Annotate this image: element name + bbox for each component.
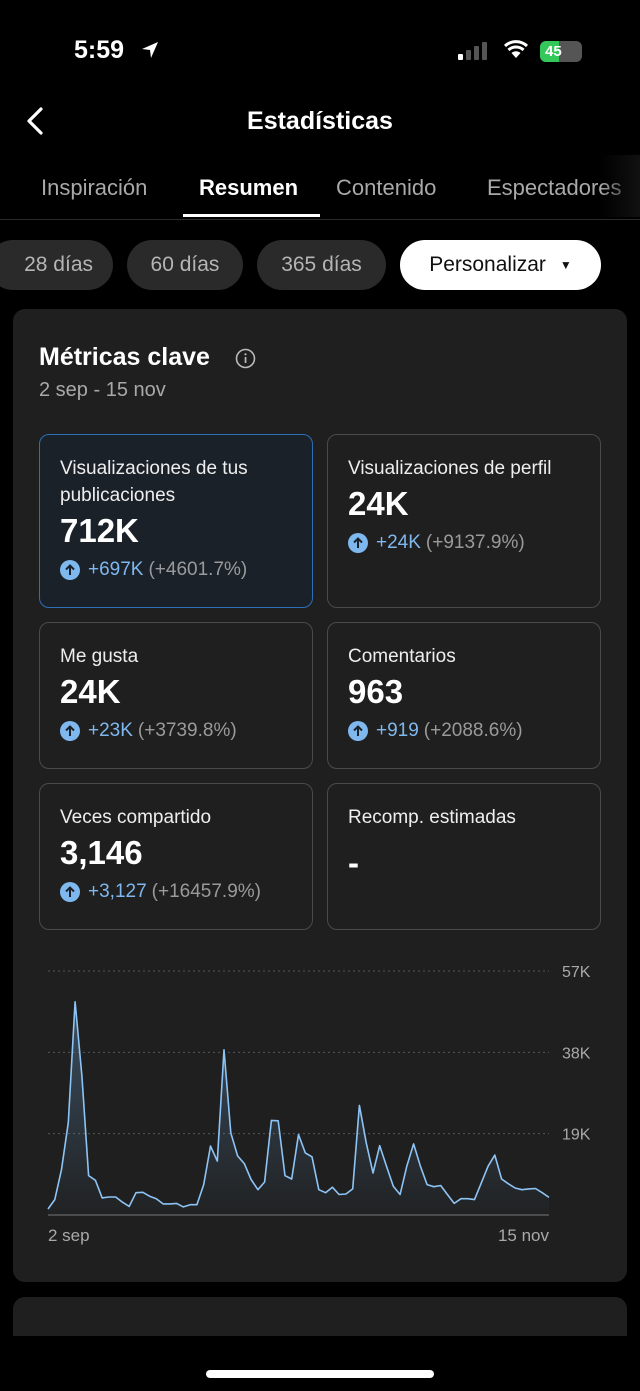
- arrow-up-icon: [348, 533, 368, 553]
- metric-label: Veces compartido: [60, 807, 212, 828]
- metric-change: +697K (+4601.7%): [60, 559, 292, 581]
- y-tick-label: 38K: [562, 1045, 591, 1062]
- metric-change-percent: (+3739.8%): [137, 720, 237, 741]
- arrow-up-icon: [348, 721, 368, 741]
- range-label: Personalizar: [429, 253, 546, 276]
- x-tick-label-end: 15 nov: [498, 1226, 550, 1245]
- metric-value: 712K: [60, 512, 139, 549]
- battery-icon: 45: [540, 41, 582, 62]
- metric-value: 24K: [60, 673, 121, 710]
- metric-card[interactable]: Veces compartido 3,146 +3,127 (+16457.9%): [39, 783, 313, 930]
- range-365-days[interactable]: 365 días: [257, 240, 386, 290]
- tab-resumen[interactable]: Resumen: [199, 175, 299, 200]
- metric-label: Visualizaciones de tus publicaciones: [60, 458, 248, 506]
- tab-inspiracion[interactable]: Inspiración: [41, 175, 148, 200]
- tab-contenido[interactable]: Contenido: [336, 175, 437, 200]
- metric-card[interactable]: Recomp. estimadas -: [327, 783, 601, 930]
- metric-change-percent: (+9137.9%): [425, 532, 525, 553]
- metric-value: 24K: [348, 485, 409, 522]
- wifi-icon: [503, 40, 529, 58]
- range-28-days[interactable]: 28 días: [0, 240, 113, 290]
- x-tick-label-start: 2 sep: [48, 1226, 90, 1245]
- metric-change-value: +3,127: [88, 881, 147, 902]
- chart-area: [48, 1001, 549, 1215]
- tab-espectadores[interactable]: Espectadores: [487, 175, 622, 200]
- range-custom-dropdown[interactable]: Personalizar ▼: [400, 240, 601, 290]
- active-tab-indicator: [183, 214, 320, 217]
- metric-card[interactable]: Visualizaciones de tus publicaciones 712…: [39, 434, 313, 608]
- metric-label: Comentarios: [348, 646, 456, 667]
- tab-divider: [0, 219, 640, 220]
- metric-label: Recomp. estimadas: [348, 807, 516, 828]
- views-line-chart: 57K 38K 19K 2 sep 15 nov: [47, 964, 591, 1245]
- metric-change-percent: (+4601.7%): [148, 559, 248, 580]
- bottom-bar: [0, 1336, 640, 1391]
- caret-down-icon: ▼: [559, 258, 572, 272]
- range-60-days[interactable]: 60 días: [127, 240, 243, 290]
- metric-label: Me gusta: [60, 646, 139, 667]
- arrow-up-icon: [60, 560, 80, 580]
- metric-value: -: [348, 844, 359, 881]
- metric-card[interactable]: Comentarios 963 +919 (+2088.6%): [327, 622, 601, 769]
- location-arrow-icon: [142, 42, 158, 58]
- metric-change-value: +24K: [376, 532, 421, 553]
- metric-change: +23K (+3739.8%): [60, 720, 292, 742]
- page-title: Estadísticas: [247, 107, 393, 135]
- y-tick-label: 57K: [562, 964, 591, 981]
- metric-change-percent: (+2088.6%): [423, 720, 523, 741]
- chart-line: [47, 1000, 550, 1210]
- back-chevron-icon[interactable]: [24, 106, 46, 136]
- metric-label: Visualizaciones de perfil: [348, 458, 552, 479]
- metric-change: +3,127 (+16457.9%): [60, 881, 292, 903]
- metric-change: +24K (+9137.9%): [348, 532, 580, 554]
- metric-card[interactable]: Me gusta 24K +23K (+3739.8%): [39, 622, 313, 769]
- metric-change-value: +697K: [88, 559, 144, 580]
- date-range: 2 sep - 15 nov: [39, 379, 166, 401]
- metric-change-value: +23K: [88, 720, 133, 741]
- home-indicator[interactable]: [206, 1370, 434, 1378]
- arrow-up-icon: [60, 882, 80, 902]
- range-label: 365 días: [281, 253, 362, 276]
- metric-value: 3,146: [60, 834, 143, 871]
- battery-percent: 45: [545, 43, 562, 60]
- arrow-up-icon: [60, 721, 80, 741]
- range-label: 60 días: [150, 253, 220, 276]
- status-time: 5:59: [74, 36, 125, 64]
- range-label: 28 días: [24, 253, 93, 276]
- section-title: Métricas clave: [39, 343, 210, 371]
- metric-change: +919 (+2088.6%): [348, 720, 580, 742]
- y-tick-label: 19K: [562, 1127, 591, 1144]
- tab-scroll-fade: [600, 155, 640, 217]
- metric-change-value: +919: [376, 720, 419, 741]
- info-icon[interactable]: [235, 348, 256, 369]
- metric-value: 963: [348, 673, 404, 710]
- metric-card[interactable]: Visualizaciones de perfil 24K +24K (+9137.…: [327, 434, 601, 608]
- cellular-signal-icon: [458, 42, 487, 60]
- metric-change-percent: (+16457.9%): [151, 881, 261, 902]
